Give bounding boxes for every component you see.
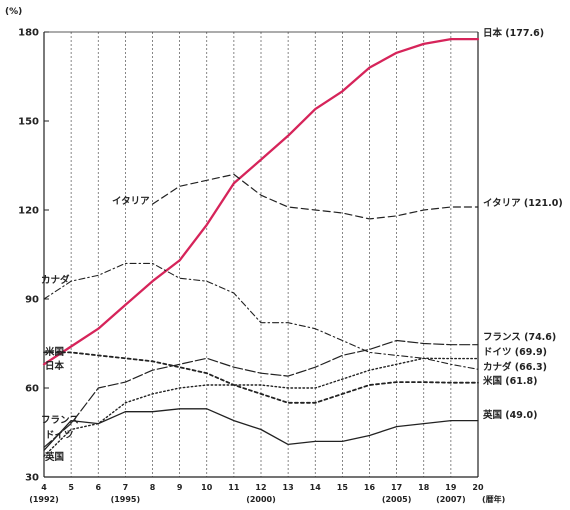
x-tick-label: 12 [255,483,266,492]
x-year-label: (2000) [246,495,276,504]
series-end-label: ドイツ (69.9) [483,347,547,358]
series-start-label: カナダ [41,274,70,286]
series-start-label: 英国 [45,451,64,463]
x-year-label: (2005) [382,495,412,504]
series-line-日本 [42,37,480,366]
series-end-label: 英国 (49.0) [483,409,537,421]
series-line-フランス [43,339,479,448]
x-tick-label: 11 [228,483,240,492]
x-tick-label: 17 [391,483,402,492]
series-end-label: フランス (74.6) [483,332,556,343]
x-tick-label: 9 [177,483,183,492]
x-year-label: (1995) [111,495,141,504]
x-tick-label: 8 [150,483,156,492]
x-tick-label: 20 [472,483,484,492]
x-year-label: (2007) [436,495,466,504]
y-tick-label: 150 [18,117,39,128]
series-line-カナダ [43,262,479,370]
series-line-ドイツ [43,357,479,457]
series-start-label: イタリア [112,195,150,207]
y-tick-label: 180 [18,28,39,39]
series-end-label: 米国 (61.8) [482,375,537,387]
y-tick-label: 90 [25,295,39,306]
x-tick-label: 7 [123,483,129,492]
x-tick-label: 13 [283,483,294,492]
x-tick-label: 16 [364,483,376,492]
series-start-label: フランス [41,415,79,426]
y-unit-label: (%) [5,7,22,17]
series-end-label: 日本 (177.6) [483,27,544,39]
series-start-label: ドイツ [45,430,74,441]
series-line-米国 [43,351,479,404]
series-end-label: カナダ (66.3) [483,361,547,373]
x-tick-label: 15 [337,483,349,492]
series-start-label: 米国 [44,346,64,358]
x-tick-label: 5 [68,483,74,492]
x-tick-label: 4 [41,483,47,492]
x-year-label: (1992) [29,495,59,504]
x-tick-label: 6 [95,483,101,492]
x-tick-label: 14 [310,483,322,492]
y-tick-label: 60 [25,384,39,395]
series-line-英国 [43,408,479,451]
x-tick-label: 19 [445,483,457,492]
y-tick-label: 120 [18,206,39,217]
y-tick-label: 30 [25,473,39,484]
series-start-label: 日本 [45,360,65,372]
x-unit-label: (暦年) [482,494,505,504]
x-tick-label: 10 [201,483,213,492]
series-end-label: イタリア (121.0) [483,197,563,209]
series-line-イタリア [151,173,479,220]
x-tick-label: 18 [418,483,430,492]
